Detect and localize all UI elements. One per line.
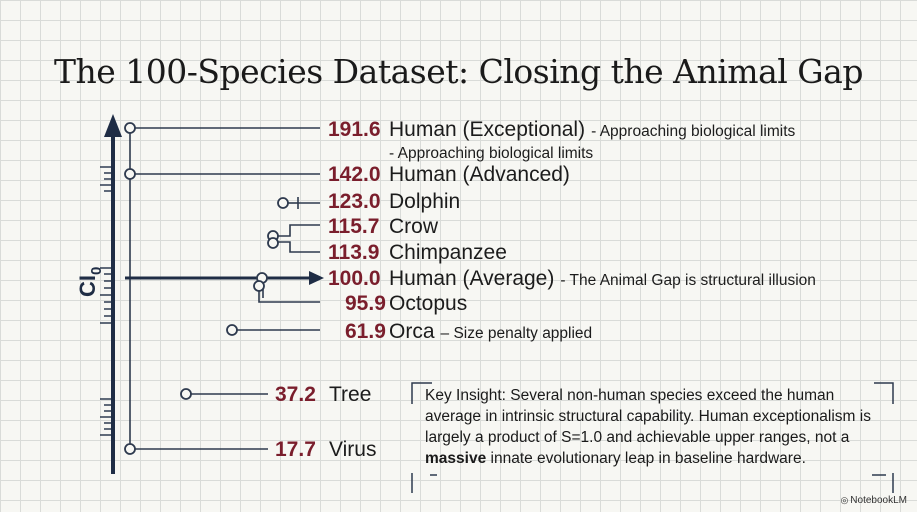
entry-row: 37.2 Tree xyxy=(275,383,371,406)
entry-row: 191.6 Human (Exceptional) - Approaching bi… xyxy=(328,118,796,141)
entry-row: 95.9 Octopus xyxy=(345,292,467,315)
notebooklm-logo-icon: ◎ xyxy=(840,495,849,505)
brand-mark: ◎ NotebookLM xyxy=(840,495,907,506)
connectors xyxy=(135,127,320,450)
entry-row: 142.0 Human (Advanced) xyxy=(328,163,570,186)
axis-arrow-icon xyxy=(104,114,122,137)
axis-label: CI0 xyxy=(75,267,105,297)
entry-row: 17.7 Virus xyxy=(275,438,376,461)
key-insight: Key Insight: Several non-human species e… xyxy=(425,387,871,467)
entry-row: 61.9 Orca – Size penalty applied xyxy=(345,320,592,343)
average-arrow-icon xyxy=(309,271,324,285)
entry-row: 123.0 Dolphin xyxy=(328,190,460,213)
axis-ticks xyxy=(100,166,113,436)
entry-row: 115.7 Crow xyxy=(328,215,439,238)
entry-row: 113.9 Chimpanzee xyxy=(328,241,507,264)
insight-frame xyxy=(411,382,894,493)
entry-row: 100.0 Human (Average) - The Animal Gap is … xyxy=(328,267,816,290)
page-title: The 100-Species Dataset: Closing the Ani… xyxy=(54,52,863,91)
entry-note-continuation: - Approaching biological limits xyxy=(389,145,593,162)
nodes xyxy=(124,122,289,455)
